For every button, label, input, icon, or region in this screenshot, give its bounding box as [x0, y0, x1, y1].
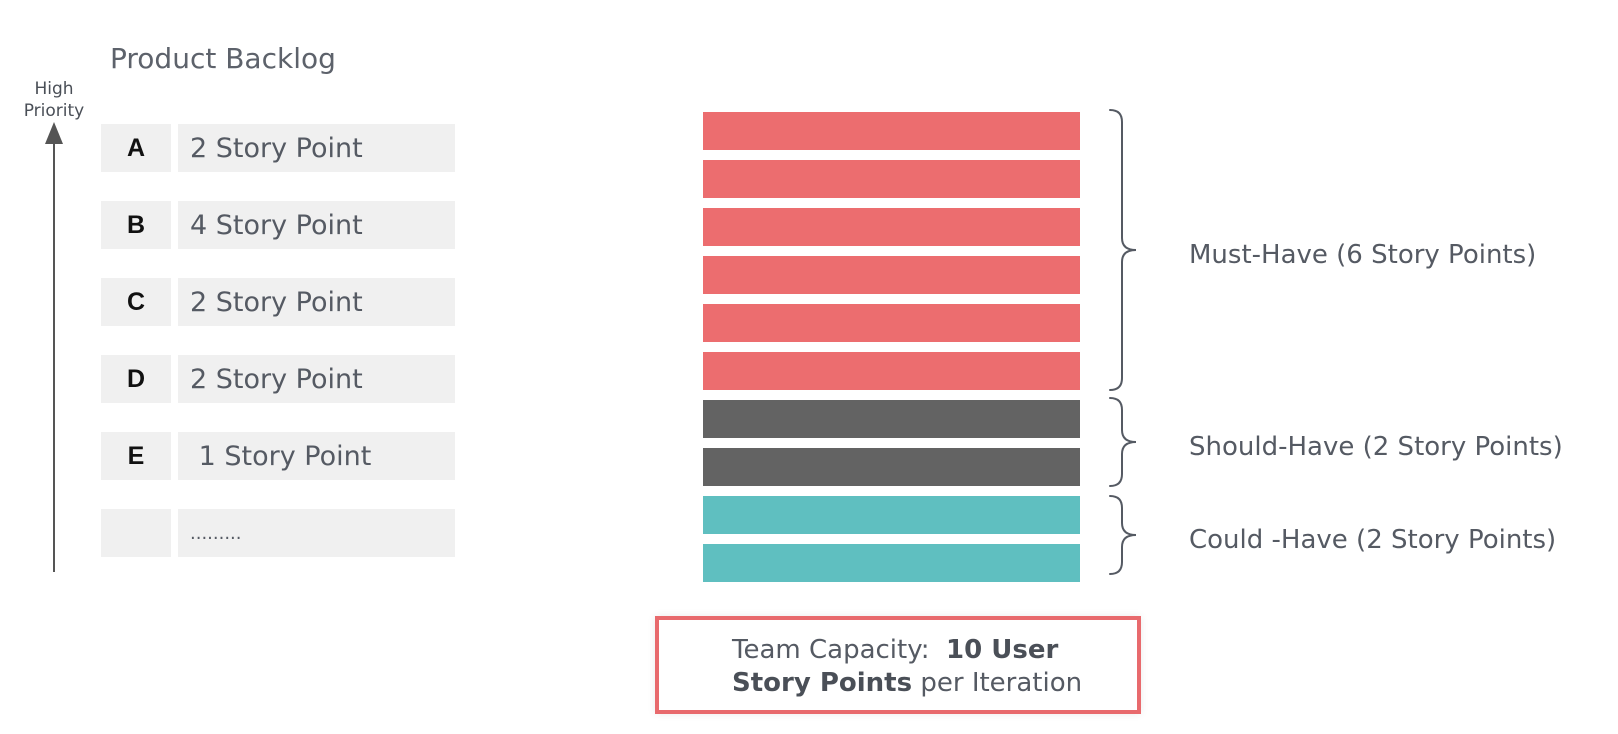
row-points: 4 Story Point [178, 201, 455, 249]
row-points: 2 Story Point [178, 355, 455, 403]
priority-label: High Priority [10, 78, 98, 122]
must-have-bar [703, 112, 1080, 150]
should-have-bar [703, 400, 1080, 438]
priority-label-line2: Priority [23, 101, 85, 121]
backlog-row: B 4 Story Point [101, 201, 455, 249]
must-have-bar [703, 352, 1080, 390]
capacity-bold-2: Story Points [732, 668, 913, 698]
priority-arrow-icon [45, 122, 63, 572]
row-letter: D [101, 355, 171, 403]
backlog-title: Product Backlog [110, 42, 336, 75]
row-letter: B [101, 201, 171, 249]
backlog-row: D 2 Story Point [101, 355, 455, 403]
capacity-prefix: Team Capacity: [732, 635, 947, 665]
row-points: 1 Story Point [178, 432, 455, 480]
must-have-bar [703, 256, 1080, 294]
team-capacity-text: Team Capacity: 10 User Story Points per … [732, 634, 1082, 700]
team-capacity-box: Team Capacity: 10 User Story Points per … [655, 616, 1141, 714]
could-have-bar [703, 496, 1080, 534]
row-letter: E [101, 432, 171, 480]
group-braces [1109, 109, 1137, 575]
could-have-label: Could -Have (2 Story Points) [1189, 525, 1557, 555]
priority-label-line1: High [34, 79, 74, 99]
backlog-row: C 2 Story Point [101, 278, 455, 326]
capacity-suffix: per Iteration [912, 668, 1083, 698]
backlog-row-placeholder: ......... [101, 509, 455, 557]
should-have-bar [703, 448, 1080, 486]
row-letter: A [101, 124, 171, 172]
row-points: 2 Story Point [178, 124, 455, 172]
row-points: 2 Story Point [178, 278, 455, 326]
must-have-bar [703, 160, 1080, 198]
must-have-bar [703, 304, 1080, 342]
backlog-row: E 1 Story Point [101, 432, 455, 480]
row-letter: C [101, 278, 171, 326]
could-have-bar [703, 544, 1080, 582]
backlog-row: A 2 Story Point [101, 124, 455, 172]
must-have-brace [1109, 109, 1137, 391]
must-have-bar [703, 208, 1080, 246]
could-have-brace [1109, 495, 1137, 575]
should-have-brace [1109, 397, 1137, 487]
should-have-label: Should-Have (2 Story Points) [1189, 432, 1563, 462]
row-letter [101, 509, 171, 557]
capacity-bold-1: 10 User [946, 635, 1059, 665]
row-points: ......... [178, 509, 455, 557]
must-have-label: Must-Have (6 Story Points) [1189, 240, 1537, 270]
